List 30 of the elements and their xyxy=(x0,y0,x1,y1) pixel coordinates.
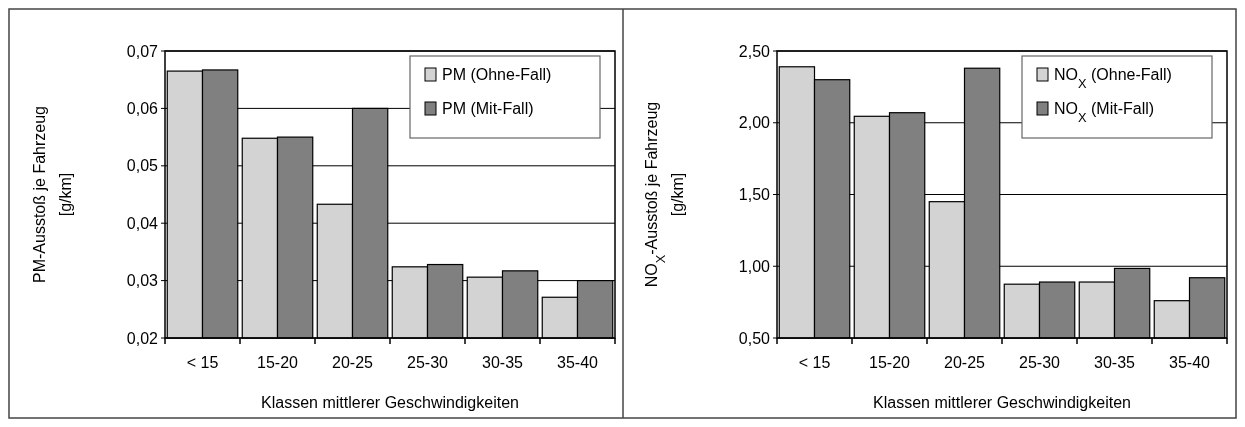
y-tick-label: 2,50 xyxy=(738,42,771,60)
y-tick-label: 1,00 xyxy=(738,257,771,275)
x-tick-label: 20-25 xyxy=(332,354,374,371)
x-axis-title: Klassen mittlerer Geschwindigkeiten xyxy=(873,394,1131,411)
x-tick-label: 15-20 xyxy=(257,354,299,371)
y-tick-label: 1,50 xyxy=(738,186,771,204)
x-tick-label: 25-30 xyxy=(407,354,449,371)
x-tick-label: < 15 xyxy=(186,354,219,371)
x-tick-label: 25-30 xyxy=(1019,354,1061,371)
y-axis-title: PM-Ausstoß je Fahrzeug [g/km] xyxy=(31,106,74,283)
y-tick-label: 0,03 xyxy=(126,272,159,290)
x-tick-label: 20-25 xyxy=(944,354,986,371)
x-tick-label: 35-40 xyxy=(1169,354,1211,371)
legend-label: NO$_{X}$ (Ohne-Fall) xyxy=(1054,66,1172,91)
y-tick-label: 0,05 xyxy=(126,157,159,175)
x-tick-label: 15-20 xyxy=(869,354,911,371)
x-tick-label: 35-40 xyxy=(557,354,599,371)
legend-label: PM (Ohne-Fall) xyxy=(442,66,552,83)
y-tick-label: 0,50 xyxy=(738,329,771,347)
y-tick-label: 0,04 xyxy=(126,214,159,232)
y-tick-label: 0,06 xyxy=(126,100,159,117)
x-tick-label: 30-35 xyxy=(482,354,524,371)
legend-label: PM (Mit-Fall) xyxy=(442,100,534,117)
y-tick-label: 2,00 xyxy=(738,114,771,132)
x-tick-label: < 15 xyxy=(798,354,831,371)
x-axis-title: Klassen mittlerer Geschwindigkeiten xyxy=(261,394,519,411)
legend-label: NO$_{X}$ (Mit-Fall) xyxy=(1054,100,1155,125)
x-tick-label: 30-35 xyxy=(1094,354,1136,371)
y-tick-label: 0,02 xyxy=(126,329,159,347)
y-tick-label: 0,07 xyxy=(126,42,159,60)
